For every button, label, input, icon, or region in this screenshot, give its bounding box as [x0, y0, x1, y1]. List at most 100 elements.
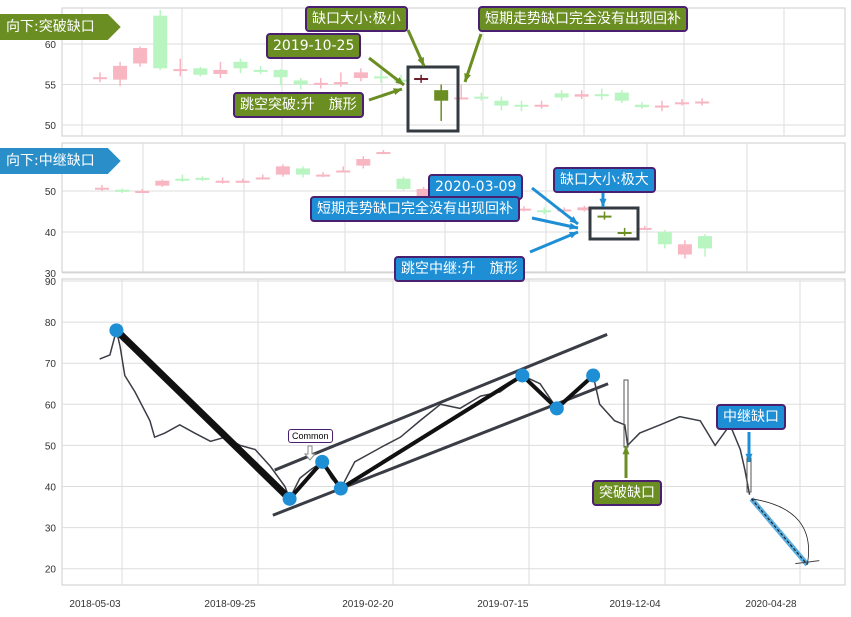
candle-body — [574, 94, 589, 97]
candle-body — [514, 104, 529, 107]
x-tick-label: 2020-04-28 — [745, 599, 797, 610]
candle-body — [316, 174, 331, 177]
candle-body — [275, 166, 290, 175]
x-tick-label: 2019-02-20 — [342, 599, 394, 610]
candle-body — [414, 78, 429, 81]
channel-upper-line — [274, 333, 608, 472]
x-tick-label: 2019-12-04 — [609, 599, 661, 610]
candle-body — [336, 170, 351, 173]
y-tick-label: 30 — [45, 269, 57, 280]
panel2-fill-status-label: 短期走势缺口完全没有出现回补 — [310, 196, 520, 222]
candle-body — [235, 180, 250, 183]
candle-body — [654, 105, 669, 108]
candle-body — [537, 210, 552, 213]
candle-body — [637, 227, 652, 230]
arrow-runaway-head — [745, 453, 753, 462]
pivot-segment — [555, 374, 595, 410]
candle-body — [634, 104, 649, 108]
candle-body — [173, 69, 188, 72]
candle-body — [296, 168, 310, 175]
panel2-gap-size-label: 缺口大小:极大 — [553, 167, 656, 193]
candle-body — [617, 232, 632, 234]
arrow-fill-status-head — [464, 73, 471, 82]
candle-body — [135, 191, 150, 193]
pivot-point — [282, 491, 297, 506]
candle-body — [255, 177, 270, 180]
candle-body — [93, 77, 107, 80]
candle-body — [376, 152, 391, 155]
projection-target-tick — [795, 560, 820, 565]
arrow-pattern-2-head — [569, 231, 578, 239]
candle-body — [195, 177, 210, 180]
pivot-point — [315, 454, 330, 469]
pivot-segment — [113, 327, 293, 502]
x-tick-label: 2018-09-25 — [204, 599, 256, 610]
candle-body — [113, 65, 128, 80]
arrow-date-head — [395, 77, 404, 85]
candle-body — [175, 178, 190, 181]
candle-body — [233, 61, 248, 69]
y-tick-label: 80 — [45, 318, 57, 329]
y-tick-label: 40 — [45, 483, 57, 494]
candle-body — [373, 76, 388, 79]
x-tick-label: 2018-05-03 — [69, 599, 121, 610]
breakaway-gap-label: 突破缺口 — [592, 480, 662, 506]
common-gap-label: Common — [288, 429, 333, 443]
candle-body — [313, 82, 328, 85]
candle-body — [396, 178, 411, 189]
candle-body — [597, 215, 612, 218]
candle-body — [557, 209, 572, 212]
candle-body — [577, 207, 592, 211]
y-tick-label: 60 — [45, 40, 57, 51]
arrow-date-2-head — [569, 216, 578, 224]
pivot-segment — [288, 460, 324, 501]
x-tick-label: 2019-07-15 — [477, 599, 529, 610]
candle-body — [454, 97, 469, 100]
runaway-gap-label: 中继缺口 — [716, 404, 786, 430]
y-tick-label: 50 — [45, 441, 57, 452]
pivot-point — [515, 368, 530, 383]
candle-body — [333, 82, 348, 85]
candle-body — [698, 236, 712, 249]
candle-body — [293, 80, 308, 85]
panel2-pattern-label: 跳空中继:升 旗形 — [394, 256, 525, 282]
candle-body — [517, 208, 532, 211]
y-tick-label: 40 — [45, 228, 57, 239]
candle-body — [356, 159, 371, 166]
price-line — [99, 330, 751, 501]
candle-body — [253, 69, 268, 72]
projection-arc — [751, 498, 809, 565]
panel1-fill-status-label: 短期走势缺口完全没有出现回补 — [478, 6, 688, 32]
candle-body — [675, 102, 690, 105]
panel3-frame — [61, 278, 846, 586]
common-down-arrow-icon — [303, 445, 317, 461]
candle-body — [115, 189, 130, 192]
y-tick-label: 90 — [45, 277, 57, 288]
arrow-date-2 — [531, 186, 579, 226]
panel1-frame — [61, 7, 846, 137]
candle-body — [133, 48, 148, 64]
candle-body — [215, 180, 230, 183]
candle-body — [193, 68, 208, 75]
pivot-segment — [521, 374, 559, 410]
candle-body — [273, 69, 288, 78]
candle-body — [534, 104, 549, 107]
y-tick-label: 55 — [45, 81, 57, 92]
candle-body — [594, 94, 609, 97]
arrow-gap-size-head — [417, 57, 424, 66]
arrow-pattern-head — [393, 88, 402, 95]
panel1-pattern-label: 跳空突破:升 旗形 — [233, 92, 364, 118]
panel1-gap-size-label: 缺口大小:极小 — [305, 6, 408, 32]
gap-box-runaway — [588, 206, 640, 241]
arrow-pattern-2 — [529, 230, 579, 254]
candle-body — [416, 188, 431, 198]
arrow-gap-size-2-head — [599, 198, 607, 207]
candle-body — [695, 101, 710, 104]
gap-box-breakaway — [406, 65, 460, 133]
candle-body — [677, 244, 692, 255]
panel1-date-label: 2019-10-25 — [266, 33, 362, 59]
panel2-date-label: 2020-03-09 — [428, 174, 524, 200]
pivot-point — [586, 368, 601, 383]
